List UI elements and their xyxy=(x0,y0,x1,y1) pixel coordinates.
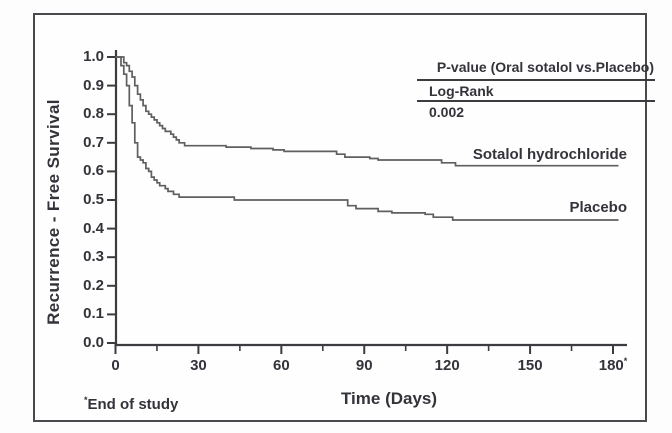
footnote-text: End of study xyxy=(87,396,179,413)
y-tick-label: 0.0 xyxy=(83,334,104,351)
y-tick-label: 0.4 xyxy=(83,219,104,237)
y-tick-label: 0.9 xyxy=(83,76,104,94)
y-tick-label: 0.8 xyxy=(83,105,104,123)
y-tick-label: 0.7 xyxy=(83,133,104,151)
series-label-placebo: Placebo xyxy=(569,199,627,216)
x-axis-title: Time (Days) xyxy=(340,389,438,408)
end-of-study-marker: * xyxy=(623,356,628,366)
x-tick-label: 30 xyxy=(190,357,207,374)
x-tick-label: 120 xyxy=(434,357,460,374)
x-tick-label: 60 xyxy=(272,357,290,374)
y-tick-label: 0.3 xyxy=(83,248,104,266)
pvalue-number: 0.002 xyxy=(429,104,465,120)
y-tick-label: 0.5 xyxy=(83,191,104,208)
curve-sotalol-hydrochloride xyxy=(115,56,619,167)
curve-placebo xyxy=(115,56,619,221)
pvalue-heading: P-value (Oral sotalol vs.Placebo) xyxy=(436,59,654,75)
y-tick-label: 0.2 xyxy=(83,276,104,294)
footnote-marker: * xyxy=(84,395,88,405)
pvalue-underline-bottom xyxy=(417,100,655,102)
x-tick-label: 90 xyxy=(355,357,373,374)
y-tick-label: 0.1 xyxy=(83,305,104,323)
x-tick-label: 0 xyxy=(111,357,120,374)
x-tick-label: 150 xyxy=(517,357,543,374)
y-tick-label: 0.6 xyxy=(83,162,104,180)
x-tick-label: 180* xyxy=(598,356,628,375)
series-label-sotalol: Sotalol hydrochloride xyxy=(472,146,627,163)
logrank-label: Log-Rank xyxy=(429,83,494,99)
y-tick-label: 1.0 xyxy=(83,48,104,65)
pvalue-underline-top xyxy=(417,79,655,81)
footnote: *End of study xyxy=(84,395,179,414)
